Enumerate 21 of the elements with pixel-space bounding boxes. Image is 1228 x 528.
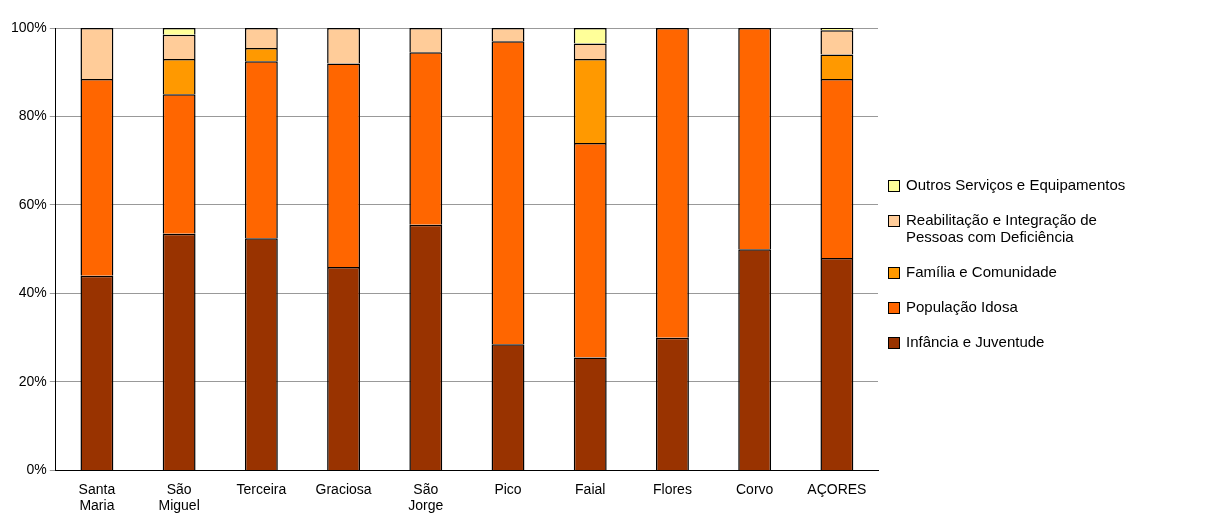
x-tick-label: Flores [653, 480, 692, 497]
y-tick-label: 40% [18, 284, 47, 301]
y-tick-label: 100% [10, 18, 47, 35]
x-tick-label: Pico [494, 480, 522, 497]
x-tick-label: São Miguel [158, 480, 200, 514]
x-tick-label: Graciosa [315, 480, 372, 497]
y-tick-label: 20% [18, 372, 47, 389]
legend-label: População Idosa [906, 298, 1018, 315]
legend-label: Família e Comunidade [906, 263, 1057, 280]
x-tick-label: São Jorge [408, 480, 444, 514]
legend-label: Infância e Juventude [906, 333, 1045, 350]
legend-label: Outros Serviços e Equipamentos [906, 176, 1126, 193]
x-tick-label: Santa Maria [78, 480, 116, 514]
x-tick-label: AÇORES [807, 480, 867, 497]
x-tick-label: Faial [575, 480, 606, 497]
y-tick-label: 60% [18, 195, 47, 212]
x-tick-label: Corvo [735, 480, 774, 497]
x-tick-label: Terceira [236, 480, 287, 497]
y-tick-label: 0% [26, 461, 47, 478]
legend-label: Reabilitação e Integração de Pessoas com Deficiência [906, 211, 1098, 245]
y-tick-label: 80% [18, 107, 47, 124]
